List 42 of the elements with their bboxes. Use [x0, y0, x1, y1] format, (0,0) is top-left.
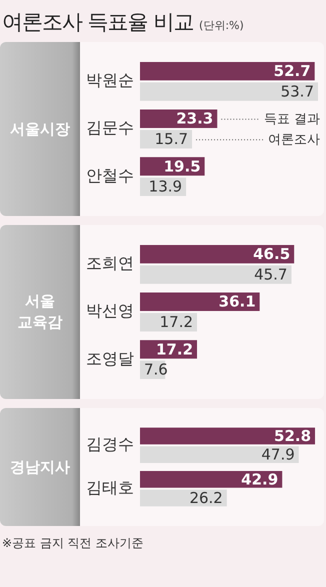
chart-title: 여론조사 득표율 비교 — [2, 10, 194, 34]
bar — [140, 292, 260, 311]
bar — [140, 446, 299, 464]
data-label: 45.7 — [254, 266, 288, 284]
data-label: 15.7 — [154, 130, 188, 148]
data-label: 52.8 — [274, 426, 312, 445]
bar — [140, 62, 315, 80]
data-label: 36.1 — [218, 292, 256, 311]
y-tick-label: 김문수 — [86, 118, 134, 138]
y-tick-label: 박원순 — [86, 70, 134, 90]
y-tick-label: 조영달 — [86, 348, 134, 368]
data-label: 17.2 — [160, 313, 194, 332]
y-tick-label: 안철수 — [86, 166, 134, 185]
y-tick-label: 박선영 — [86, 301, 134, 320]
y-axis-title: 서울 교육감 — [0, 225, 80, 399]
bar — [140, 490, 227, 506]
y-axis-title: 서울시장 — [0, 42, 80, 216]
data-label: 46.5 — [253, 245, 290, 264]
bar — [140, 470, 282, 488]
text: 득표 결과 — [264, 112, 320, 128]
bar — [140, 313, 198, 332]
y-axis-title: 경남지사 — [0, 408, 80, 526]
bar — [140, 244, 294, 264]
text: ※공표 금지 직전 조사기준 — [1, 535, 144, 552]
y-tick-label: 김경수 — [86, 434, 134, 454]
data-label: 52.7 — [274, 62, 311, 80]
bar — [140, 265, 292, 284]
y-tick-label: 김태호 — [86, 478, 134, 497]
text: 여론조사 — [268, 132, 320, 148]
data-label: 26.2 — [189, 488, 223, 507]
data-label: 17.2 — [156, 340, 194, 358]
data-label: 47.9 — [261, 446, 295, 464]
bar — [140, 428, 316, 444]
data-label: 7.6 — [144, 360, 168, 379]
chart-subtitle: (단위:%) — [199, 19, 244, 32]
data-label: 19.5 — [164, 157, 201, 176]
data-label: 23.3 — [176, 110, 214, 128]
data-label: 53.7 — [280, 82, 314, 101]
y-tick-label: 조희연 — [86, 254, 134, 273]
bar — [140, 82, 318, 101]
data-label: 42.9 — [241, 470, 278, 488]
data-label: 13.9 — [148, 178, 182, 196]
